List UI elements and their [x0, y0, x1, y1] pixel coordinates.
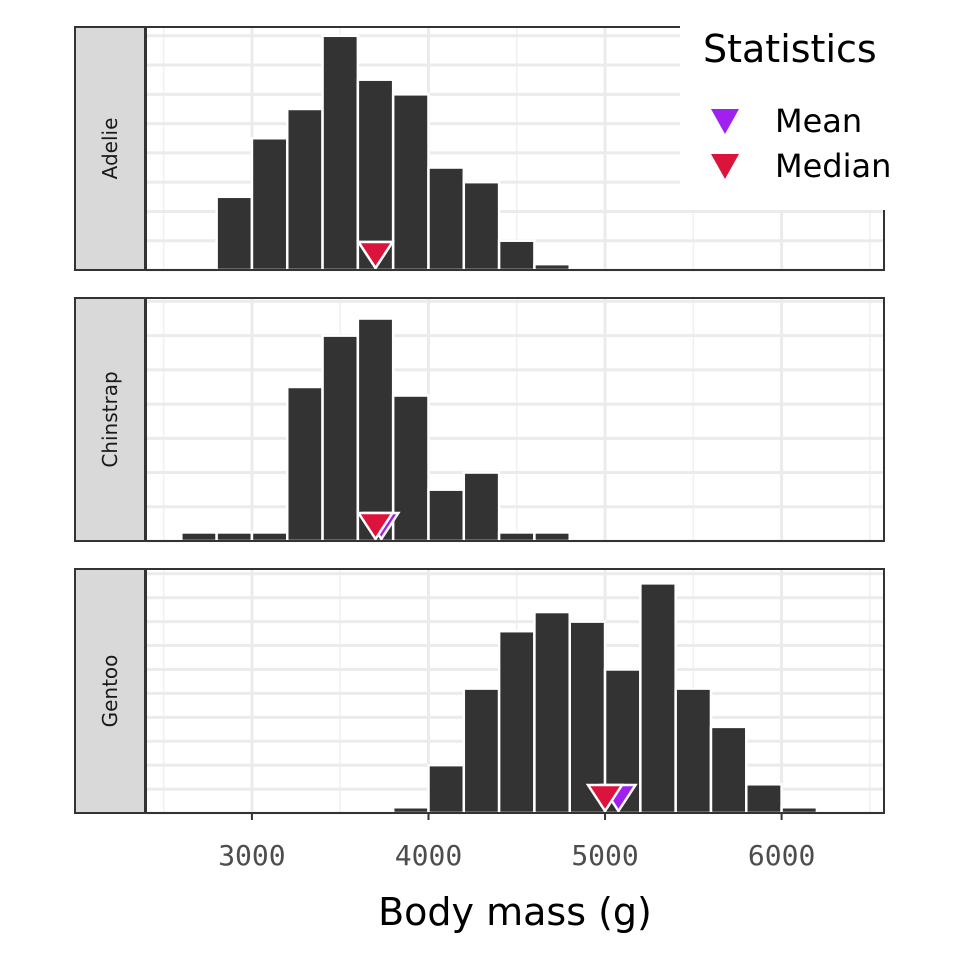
- facet-strip: [74, 568, 146, 814]
- histogram-bar: [250, 137, 289, 272]
- histogram-bar: [285, 107, 324, 272]
- histogram-bar: [568, 620, 607, 815]
- panel-border: [145, 568, 885, 814]
- histogram-bar: [497, 239, 536, 272]
- histogram-bar: [356, 317, 395, 543]
- histogram-bar: [497, 531, 536, 543]
- histogram-bar: [533, 610, 571, 815]
- panel-background: [146, 298, 884, 541]
- histogram-bar: [497, 629, 536, 815]
- x-tick-label: 3000: [218, 839, 285, 872]
- median-marker: [585, 783, 625, 814]
- histogram-bar: [462, 687, 501, 815]
- histogram-bar: [321, 34, 360, 272]
- histogram-bar: [215, 531, 254, 543]
- histogram-bar: [745, 783, 783, 815]
- histogram-bar: [639, 582, 677, 815]
- x-axis: 3000 4000 5000 6000: [218, 813, 815, 872]
- legend: Statistics Mean Median: [680, 10, 940, 210]
- facet-strip: [74, 297, 146, 542]
- x-tick-label: 5000: [571, 839, 638, 872]
- x-tick-label: 4000: [395, 839, 462, 872]
- histogram-bar: [356, 78, 395, 272]
- x-tick-label: 6000: [748, 839, 815, 872]
- histogram-bar: [674, 687, 713, 815]
- facet-strip-label: Chinstrap: [98, 371, 122, 467]
- histogram-bar: [215, 195, 254, 272]
- legend-label-median: Median: [775, 147, 891, 185]
- facet-panel-gentoo: Gentoo: [74, 568, 885, 815]
- histogram-bar: [427, 763, 466, 815]
- histogram-bar: [250, 531, 289, 543]
- histogram-bar: [533, 531, 571, 543]
- facet-strip: [74, 26, 146, 271]
- histogram-bar: [427, 488, 466, 543]
- legend-key-median: [711, 154, 739, 179]
- x-axis-title: Body mass (g): [378, 890, 652, 934]
- facet-strip-label: Adelie: [98, 118, 122, 180]
- histogram-bar: [462, 471, 501, 543]
- facet-panel-chinstrap: Chinstrap: [74, 297, 885, 543]
- histogram-bar: [180, 531, 218, 543]
- facet-panels: Adelie Chinstrap Gentoo: [74, 26, 885, 815]
- median-marker: [356, 240, 395, 271]
- facet-strip-label: Gentoo: [98, 655, 122, 728]
- histogram-bar: [321, 334, 360, 543]
- histogram-bar: [285, 385, 324, 543]
- histogram-bar: [391, 394, 430, 543]
- legend-entries: Mean Median: [711, 102, 891, 185]
- histogram-bar: [709, 725, 748, 815]
- histogram-bar: [427, 166, 466, 272]
- legend-title: Statistics: [703, 27, 877, 71]
- histogram-bar: [391, 93, 430, 272]
- legend-label-mean: Mean: [775, 102, 862, 140]
- median-marker: [356, 511, 395, 542]
- histogram-bar: [462, 180, 501, 272]
- legend-key-mean: [711, 109, 739, 134]
- panel-border: [145, 297, 885, 542]
